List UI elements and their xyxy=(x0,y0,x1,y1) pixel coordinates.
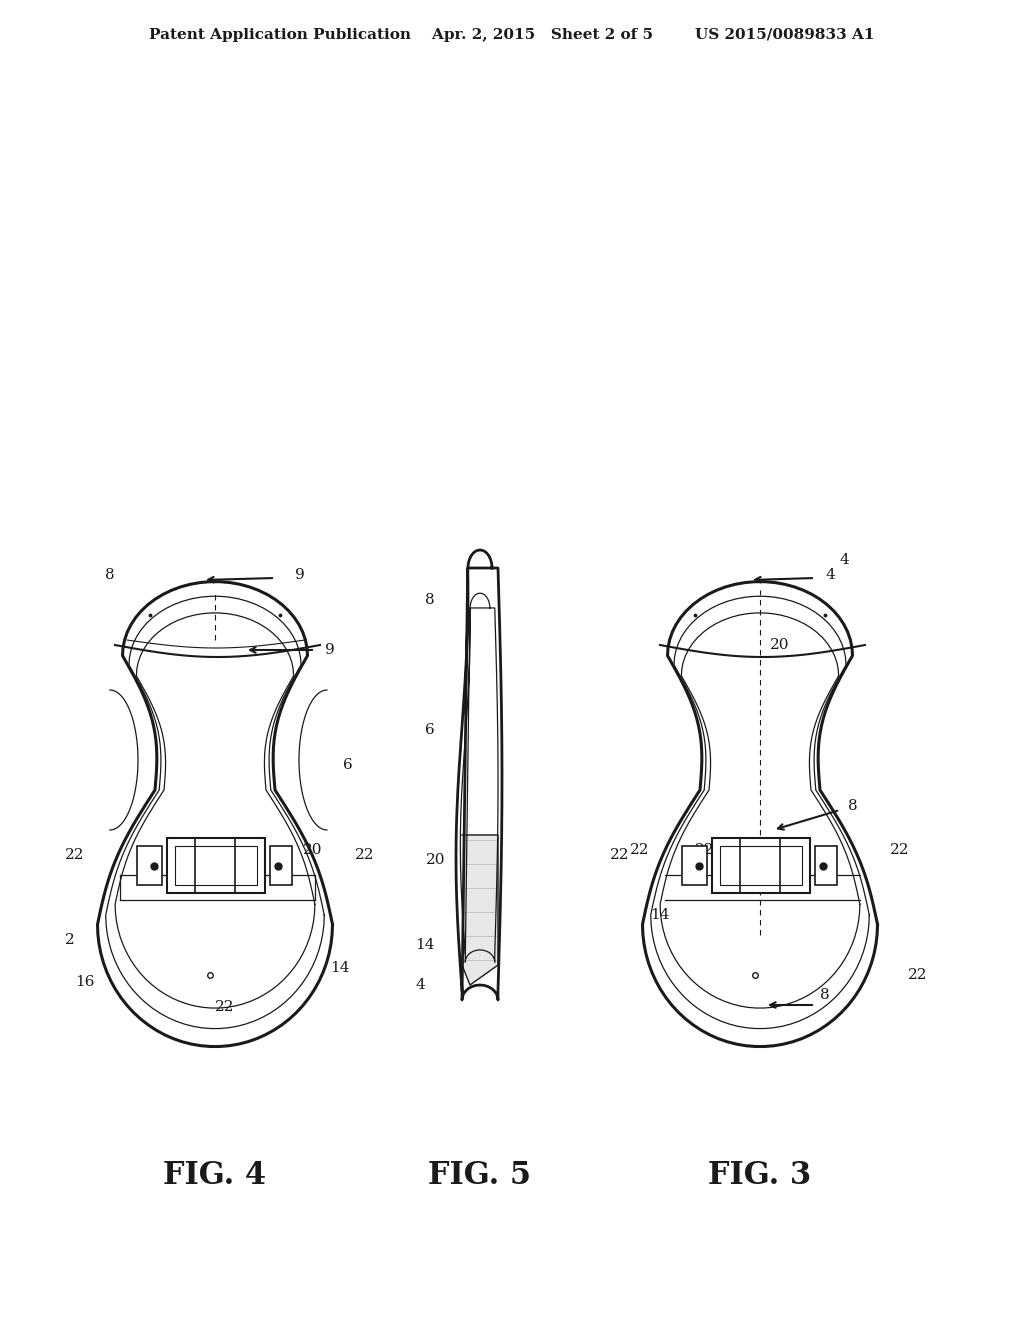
Bar xyxy=(682,846,707,884)
Text: 22: 22 xyxy=(695,843,715,857)
Text: 22: 22 xyxy=(908,968,928,982)
Bar xyxy=(175,846,257,884)
Text: 16: 16 xyxy=(75,975,95,989)
Bar xyxy=(137,846,162,884)
Text: 2: 2 xyxy=(66,933,75,946)
Text: 8: 8 xyxy=(105,568,115,582)
Bar xyxy=(167,838,265,894)
Text: 22: 22 xyxy=(215,1001,234,1014)
Text: 22: 22 xyxy=(610,847,630,862)
Text: 22: 22 xyxy=(66,847,85,862)
Text: 8: 8 xyxy=(848,799,858,813)
Text: 8: 8 xyxy=(820,987,829,1002)
Text: 14: 14 xyxy=(416,939,435,952)
Bar xyxy=(270,846,292,884)
Text: 4: 4 xyxy=(416,978,425,993)
Text: 6: 6 xyxy=(343,758,352,772)
Text: 14: 14 xyxy=(330,961,349,975)
Bar xyxy=(815,846,837,884)
Text: FIG. 4: FIG. 4 xyxy=(164,1159,266,1191)
Text: FIG. 3: FIG. 3 xyxy=(709,1159,812,1191)
Text: 14: 14 xyxy=(650,908,670,921)
Bar xyxy=(720,846,802,884)
Text: 6: 6 xyxy=(425,723,435,737)
Text: 22: 22 xyxy=(890,843,909,857)
Text: 8: 8 xyxy=(425,593,435,607)
Text: 4: 4 xyxy=(840,553,850,568)
Text: 22: 22 xyxy=(355,847,375,862)
Bar xyxy=(712,838,810,894)
Text: Patent Application Publication    Apr. 2, 2015   Sheet 2 of 5        US 2015/008: Patent Application Publication Apr. 2, 2… xyxy=(150,28,874,42)
Text: 20: 20 xyxy=(303,843,323,857)
Text: FIG. 5: FIG. 5 xyxy=(428,1159,531,1191)
Text: 20: 20 xyxy=(770,638,790,652)
Text: 20: 20 xyxy=(426,853,445,867)
Polygon shape xyxy=(462,836,498,985)
Text: 4: 4 xyxy=(825,568,835,582)
Text: 9: 9 xyxy=(295,568,305,582)
Text: 9: 9 xyxy=(325,643,335,657)
Text: 22: 22 xyxy=(630,843,650,857)
